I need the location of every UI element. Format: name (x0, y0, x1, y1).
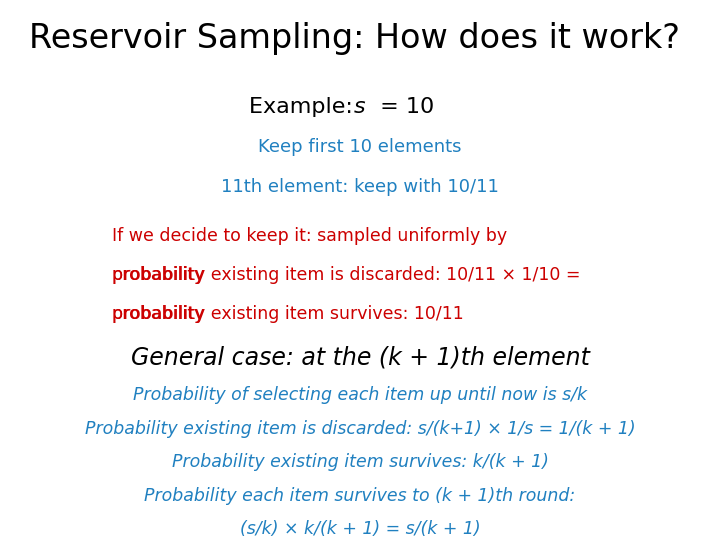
Text: Keep first 10 elements: Keep first 10 elements (258, 138, 462, 156)
Text: 11th element: keep with 10/11: 11th element: keep with 10/11 (221, 178, 499, 196)
Text: (s/k) × k/(k + 1) = s/(k + 1): (s/k) × k/(k + 1) = s/(k + 1) (240, 520, 480, 538)
Text: s: s (354, 97, 366, 117)
Text: General case: at the (k + 1)th element: General case: at the (k + 1)th element (130, 346, 590, 369)
Text: probability existing item survives: 10/11: probability existing item survives: 10/1… (112, 305, 464, 322)
Text: Probability of selecting each item up until now is s/k: Probability of selecting each item up un… (133, 386, 587, 404)
Text: probability existing item is discarded: 10/11 × 1/10 =: probability existing item is discarded: … (112, 266, 580, 284)
Text: Reservoir Sampling: How does it work?: Reservoir Sampling: How does it work? (29, 22, 680, 55)
Text: Probability each item survives to (k + 1)th round:: Probability each item survives to (k + 1… (145, 487, 575, 504)
Text: If we decide to keep it: sampled uniformly by: If we decide to keep it: sampled uniform… (112, 227, 507, 245)
Text: Example:: Example: (249, 97, 360, 117)
Text: = 10: = 10 (373, 97, 434, 117)
Text: Probability existing item is discarded: s/(k+1) × 1/s = 1/(k + 1): Probability existing item is discarded: … (85, 420, 635, 437)
Text: probability: probability (112, 266, 205, 284)
Text: Probability existing item survives: k/(k + 1): Probability existing item survives: k/(k… (171, 453, 549, 471)
Text: probability: probability (112, 305, 205, 322)
